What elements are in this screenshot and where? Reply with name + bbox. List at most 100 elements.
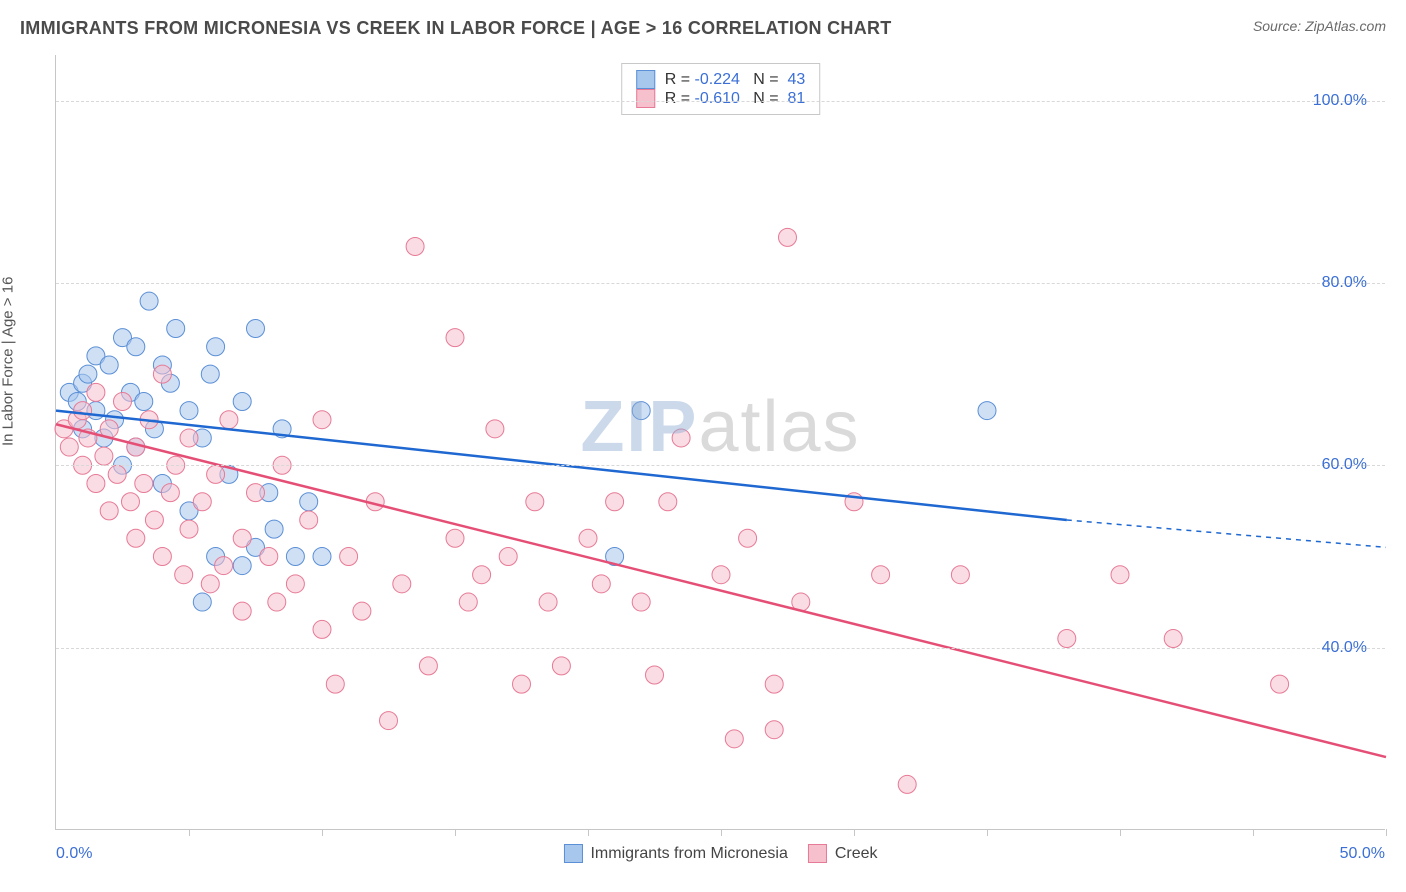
data-point xyxy=(140,292,158,310)
xtick xyxy=(189,829,190,836)
xtick xyxy=(588,829,589,836)
data-point xyxy=(207,465,225,483)
data-point xyxy=(215,557,233,575)
data-point xyxy=(247,484,265,502)
data-point xyxy=(446,529,464,547)
data-point xyxy=(265,520,283,538)
data-point xyxy=(326,675,344,693)
n-value: 81 xyxy=(787,90,805,107)
legend-item: Creek xyxy=(808,844,878,863)
data-point xyxy=(268,593,286,611)
data-point xyxy=(175,566,193,584)
data-point xyxy=(127,338,145,356)
data-point xyxy=(108,465,126,483)
gridline xyxy=(56,101,1385,102)
data-point xyxy=(646,666,664,684)
data-point xyxy=(74,402,92,420)
data-point xyxy=(300,511,318,529)
xtick xyxy=(854,829,855,836)
data-point xyxy=(898,775,916,793)
data-point xyxy=(765,675,783,693)
data-point xyxy=(247,320,265,338)
data-point xyxy=(161,484,179,502)
ytick-label: 40.0% xyxy=(1322,639,1367,657)
plot-area: ZIPatlas R = -0.224 N = 43 R = -0.610 N … xyxy=(55,55,1385,830)
xtick xyxy=(1386,829,1387,836)
data-point xyxy=(233,557,251,575)
data-point xyxy=(539,593,557,611)
data-point xyxy=(193,593,211,611)
data-point xyxy=(260,547,278,565)
xtick xyxy=(721,829,722,836)
legend-row: R = -0.610 N = 81 xyxy=(636,89,806,108)
data-point xyxy=(233,529,251,547)
data-point xyxy=(135,392,153,410)
data-point xyxy=(1111,566,1129,584)
data-point xyxy=(872,566,890,584)
data-point xyxy=(100,502,118,520)
data-point xyxy=(300,493,318,511)
data-point xyxy=(79,365,97,383)
data-point xyxy=(526,493,544,511)
correlation-legend: R = -0.224 N = 43 R = -0.610 N = 81 xyxy=(621,63,821,115)
data-point xyxy=(207,338,225,356)
n-value: 43 xyxy=(787,71,805,88)
x-min-label: 0.0% xyxy=(56,845,92,863)
legend-row: R = -0.224 N = 43 xyxy=(636,70,806,89)
data-point xyxy=(121,493,139,511)
gridline xyxy=(56,648,1385,649)
y-axis-label: In Labor Force | Age > 16 xyxy=(0,277,17,446)
xtick xyxy=(1253,829,1254,836)
swatch-icon xyxy=(563,844,582,863)
data-point xyxy=(180,402,198,420)
data-point xyxy=(233,602,251,620)
swatch-icon xyxy=(636,70,655,89)
data-point xyxy=(473,566,491,584)
ytick-label: 100.0% xyxy=(1313,92,1367,110)
data-point xyxy=(486,420,504,438)
data-point xyxy=(1164,630,1182,648)
swatch-icon xyxy=(808,844,827,863)
data-point xyxy=(233,392,251,410)
data-point xyxy=(579,529,597,547)
data-point xyxy=(180,429,198,447)
data-point xyxy=(406,237,424,255)
series-legend: Immigrants from Micronesia Creek xyxy=(563,844,877,863)
data-point xyxy=(459,593,477,611)
data-point xyxy=(659,493,677,511)
data-point xyxy=(153,365,171,383)
data-point xyxy=(193,493,211,511)
legend-item: Immigrants from Micronesia xyxy=(563,844,787,863)
r-value: -0.224 xyxy=(695,71,740,88)
data-point xyxy=(1058,630,1076,648)
swatch-icon xyxy=(636,89,655,108)
data-point xyxy=(201,365,219,383)
data-point xyxy=(951,566,969,584)
data-point xyxy=(60,438,78,456)
data-point xyxy=(606,493,624,511)
r-value: -0.610 xyxy=(695,90,740,107)
data-point xyxy=(135,475,153,493)
data-point xyxy=(167,320,185,338)
gridline xyxy=(56,465,1385,466)
ytick-label: 80.0% xyxy=(1322,274,1367,292)
data-point xyxy=(313,620,331,638)
data-point xyxy=(765,721,783,739)
data-point xyxy=(153,547,171,565)
data-point xyxy=(114,392,132,410)
gridline xyxy=(56,283,1385,284)
data-point xyxy=(552,657,570,675)
data-point xyxy=(353,602,371,620)
data-point xyxy=(220,411,238,429)
data-point xyxy=(380,712,398,730)
data-point xyxy=(725,730,743,748)
data-point xyxy=(672,429,690,447)
legend-label: Immigrants from Micronesia xyxy=(590,845,787,863)
data-point xyxy=(779,228,797,246)
regression-line xyxy=(56,424,1386,757)
data-point xyxy=(632,593,650,611)
data-point xyxy=(592,575,610,593)
legend-label: Creek xyxy=(835,845,878,863)
data-point xyxy=(1271,675,1289,693)
data-point xyxy=(393,575,411,593)
